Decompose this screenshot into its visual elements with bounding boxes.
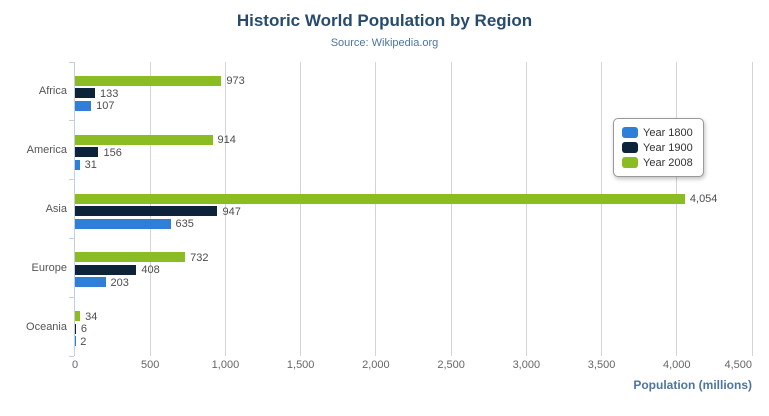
x-tick-label: 0 [71,359,79,371]
gridline [375,62,377,356]
data-label: 203 [110,276,129,289]
legend-item-year-1800[interactable]: Year 1800 [622,125,693,140]
data-label: 973 [226,75,245,88]
bar-year-2008-asia[interactable] [75,193,685,204]
bar-year-2008-oceania[interactable] [75,311,81,322]
gridline [450,62,452,356]
x-tick-label: 4,500 [724,359,752,371]
bar-year-1800-africa[interactable] [75,100,92,111]
category-axis-tick [69,120,74,122]
legend-label: Year 1800 [643,126,693,139]
x-tick-label: 2,000 [362,359,390,371]
data-label: 2 [80,335,87,348]
data-label: 156 [103,146,122,159]
x-tick-label: 3,000 [512,359,541,371]
bar-year-1800-asia[interactable] [75,218,171,229]
data-label: 947 [222,205,241,218]
category-axis-tick [69,237,74,239]
data-label: 914 [217,134,236,147]
chart-subtitle: Source: Wikipedia.org [330,37,439,49]
gridline [224,62,226,356]
data-label: 408 [141,264,160,277]
bar-year-1800-europe[interactable] [75,277,106,288]
gridline [300,62,302,356]
bar-year-2008-europe[interactable] [75,252,186,263]
category-label: Africa [38,85,67,98]
data-label: 4,054 [689,193,718,205]
export-menu-button[interactable] [730,22,746,35]
category-axis-tick [69,179,74,181]
bar-year-1900-asia[interactable] [75,206,218,216]
category-axis-line [74,62,75,356]
gridline [525,62,527,356]
bar-year-2008-africa[interactable] [75,75,222,86]
category-axis-tick [69,296,74,298]
legend-swatch-icon [622,157,638,168]
bar-year-2008-america[interactable] [75,134,213,145]
data-label: 34 [85,310,98,323]
chart-title: Historic World Population by Region [236,11,533,30]
gridline [601,62,603,356]
category-label: America [26,144,67,157]
category-axis-tick [69,355,74,357]
data-label: 133 [100,87,119,100]
x-tick-label: 2,500 [437,359,465,371]
data-label: 6 [80,323,88,336]
x-tick-label: 4,000 [663,359,691,371]
bar-year-1900-africa[interactable] [75,88,95,99]
legend-swatch-icon [622,142,638,153]
x-tick-label: 1,500 [286,359,315,371]
x-tick-label: 500 [141,359,160,371]
data-label: 107 [96,100,115,113]
data-label: 635 [175,218,194,230]
data-label: 31 [84,159,97,172]
legend-label: Year 1900 [643,141,693,154]
category-label: Asia [45,203,67,215]
category-label: Europe [31,261,67,274]
x-tick-label: 3,500 [587,359,616,371]
legend-item-year-1900[interactable]: Year 1900 [622,140,693,155]
bar-year-1800-america[interactable] [75,159,80,170]
gridline [676,62,678,356]
legend-swatch-icon [622,127,638,138]
legend-box: Year 1800 Year 1900 Year 2008 [613,118,704,177]
legend-item-year-2008[interactable]: Year 2008 [622,155,693,170]
x-tick-label: 1,000 [211,359,240,371]
category-axis-tick [69,61,74,63]
category-label: Oceania [26,320,67,333]
x-axis-title: Population (millions) [633,378,752,392]
legend-label: Year 2008 [643,156,693,169]
bar-year-1900-oceania[interactable] [75,323,76,334]
bar-year-1900-europe[interactable] [75,264,137,275]
gridline [751,62,753,356]
data-label: 732 [190,251,209,264]
bar-year-1900-america[interactable] [75,147,99,158]
